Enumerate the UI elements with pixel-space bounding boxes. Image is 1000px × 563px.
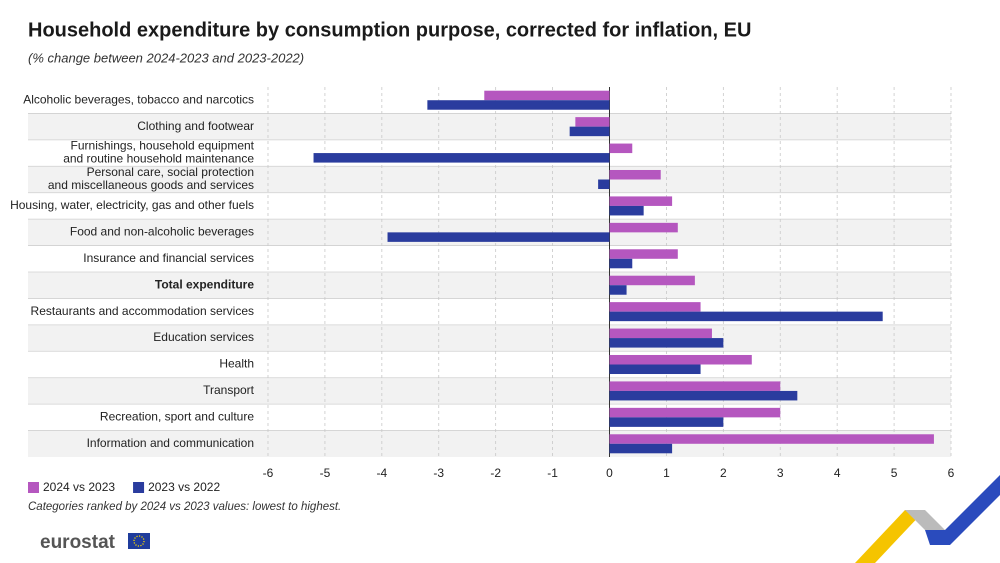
y-tick-label: Alcoholic beverages, tobacco and narcoti… [23,92,254,106]
bar [609,407,781,418]
y-tick-label: Food and non-alcoholic beverages [70,225,254,239]
x-tick-label: -3 [433,466,444,480]
x-tick-label: -1 [547,466,558,480]
bar [598,179,610,190]
bar [609,390,798,401]
bar [609,205,644,216]
bar [575,117,610,127]
x-tick-label: 2 [720,466,727,480]
bar [609,196,673,206]
eu-flag [128,533,150,549]
y-tick-label: Transport [203,383,255,397]
x-tick-label: 1 [663,466,670,480]
y-tick-label: Information and communication [87,436,254,450]
bar [609,381,781,391]
bar [609,275,695,286]
bar [609,169,661,180]
decoration [855,475,1000,563]
x-tick-label: 0 [606,466,613,480]
chart-note: Categories ranked by 2024 vs 2023 values… [28,501,341,513]
y-tick-label: Housing, water, electricity, gas and oth… [10,198,254,212]
row-band [28,351,951,378]
bar [609,222,678,233]
bar [484,90,610,101]
x-tick-label: 4 [834,466,841,480]
bar [609,434,934,444]
legend-swatch [28,482,39,493]
x-tick-label: -2 [490,466,501,480]
bar [609,302,701,312]
x-tick-label: 3 [777,466,784,480]
bar [609,258,633,269]
y-tick-label: Health [219,357,254,371]
y-tick-label: Education services [153,330,254,344]
chart-title: Household expenditure by consumption pur… [28,19,751,41]
bar [427,100,610,110]
row-band [28,113,951,140]
bar [609,328,712,339]
bar [609,354,752,365]
y-tick-label: Insurance and financial services [83,251,254,265]
x-tick-label: -5 [320,466,331,480]
row-band [28,272,951,299]
bar [609,443,673,454]
row-band [28,192,951,220]
bar [569,126,610,137]
bar [609,338,724,348]
row-band [28,377,951,405]
y-tick-label: Restaurants and accommodation services [31,304,254,318]
legend-swatch [133,482,145,493]
bar [609,311,883,322]
y-tick-label: Recreation, sport and culture [100,410,254,424]
row-band [28,166,951,193]
y-tick-label: Personal care, social protection and misc… [48,165,254,192]
x-tick-label: -6 [263,466,274,480]
bar [609,249,678,259]
legend-label: 2024 vs 2023 [43,480,115,494]
legend-label: 2023 vs 2022 [148,480,220,494]
x-tick-label: 6 [948,466,955,480]
row-band [28,245,951,272]
logo-text: eurostat [40,532,116,553]
x-tick-label: -4 [376,466,387,480]
y-tick-label: Clothing and footwear [137,119,254,133]
chart-subtitle: (% change between 2024-2023 and 2023-202… [28,50,304,65]
bar [609,143,633,154]
bar [609,417,724,427]
bar [387,232,610,242]
bar [609,364,701,375]
x-tick-label: 5 [891,466,898,480]
y-tick-label: Furnishings, household equipment and rout… [63,139,254,166]
bar [609,285,627,295]
row-band [28,404,951,431]
y-tick-label: Total expenditure [155,277,254,291]
row-band [28,324,951,352]
bar [313,153,610,163]
